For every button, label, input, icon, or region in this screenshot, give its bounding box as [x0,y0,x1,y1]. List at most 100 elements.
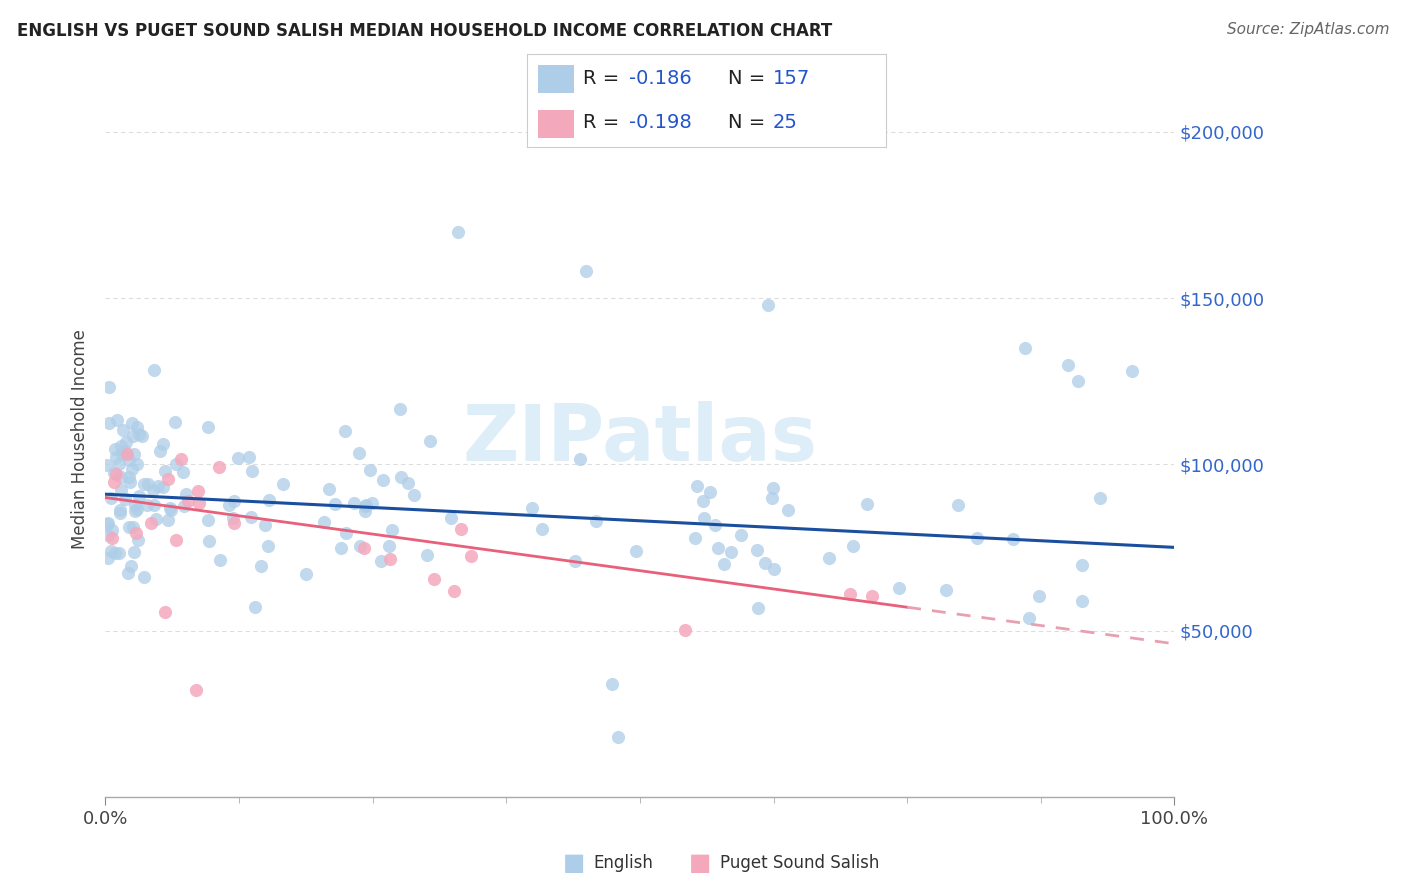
Text: 157: 157 [773,69,810,87]
Text: ENGLISH VS PUGET SOUND SALISH MEDIAN HOUSEHOLD INCOME CORRELATION CHART: ENGLISH VS PUGET SOUND SALISH MEDIAN HOU… [17,22,832,40]
Point [239,509,262,524]
Point [361,496,384,510]
Point [686,479,709,493]
Point [122,447,145,461]
Point [125,458,148,472]
Point [104,467,127,482]
Point [149,443,172,458]
Point [218,498,240,512]
Point [381,523,404,537]
Text: ■: ■ [689,852,711,875]
Point [100,544,122,558]
Point [585,514,607,528]
Point [156,513,179,527]
Point [354,504,377,518]
Point [112,424,135,438]
Text: ZIPatlas: ZIPatlas [463,401,817,477]
Point [152,480,174,494]
Point [349,539,371,553]
Point [1056,358,1078,372]
Point [110,470,132,484]
Point [416,548,439,562]
Point [98,380,121,394]
Point [125,501,148,516]
Point [460,549,482,564]
Point [96,458,118,472]
Point [817,551,839,566]
Point [115,447,138,461]
Point [673,623,696,637]
Point [839,587,862,601]
Point [370,554,392,568]
Point [157,472,180,486]
Point [159,501,181,516]
Point [1014,341,1036,355]
Point [122,428,145,442]
Bar [538,65,574,93]
Point [564,554,586,568]
Point [197,513,219,527]
Point [118,475,141,489]
Point [1018,611,1040,625]
Point [730,527,752,541]
Point [330,541,353,555]
Point [173,500,195,514]
Point [1067,374,1090,388]
Point [198,534,221,549]
Point [174,487,197,501]
Point [103,466,125,480]
Point [208,553,231,567]
Point [224,516,246,531]
Point [100,524,122,538]
Point [121,461,143,475]
Point [343,496,366,510]
Point [575,264,598,278]
Point [122,545,145,559]
Point [440,510,463,524]
Point [114,444,136,458]
Point [120,558,142,573]
Point [128,426,150,441]
Point [136,499,159,513]
Point [423,573,446,587]
Point [761,491,783,505]
Point [378,539,401,553]
Point [312,515,335,529]
Point [146,479,169,493]
Point [104,547,127,561]
Point [626,544,648,558]
Point [96,516,118,531]
Point [763,561,786,575]
Text: ■: ■ [562,852,585,875]
Point [187,496,209,510]
Point [568,451,591,466]
Point [966,531,988,545]
Point [607,730,630,744]
Point [153,605,176,619]
Point [1121,364,1143,378]
Text: -0.186: -0.186 [630,69,692,87]
Point [243,600,266,615]
Point [141,483,163,498]
Point [139,516,162,531]
Point [177,494,200,508]
Point [257,492,280,507]
Point [97,416,120,430]
Point [778,503,800,517]
Point [110,503,132,517]
Point [450,522,472,536]
Point [121,416,143,430]
Point [335,526,357,541]
Point [1028,589,1050,603]
Point [172,465,194,479]
Point [142,363,165,377]
Point [114,492,136,507]
Point [747,600,769,615]
Point [756,298,779,312]
Point [197,420,219,434]
Point [353,541,375,555]
Point [347,446,370,460]
Point [404,488,426,502]
Text: N =: N = [728,113,772,132]
Point [692,494,714,508]
